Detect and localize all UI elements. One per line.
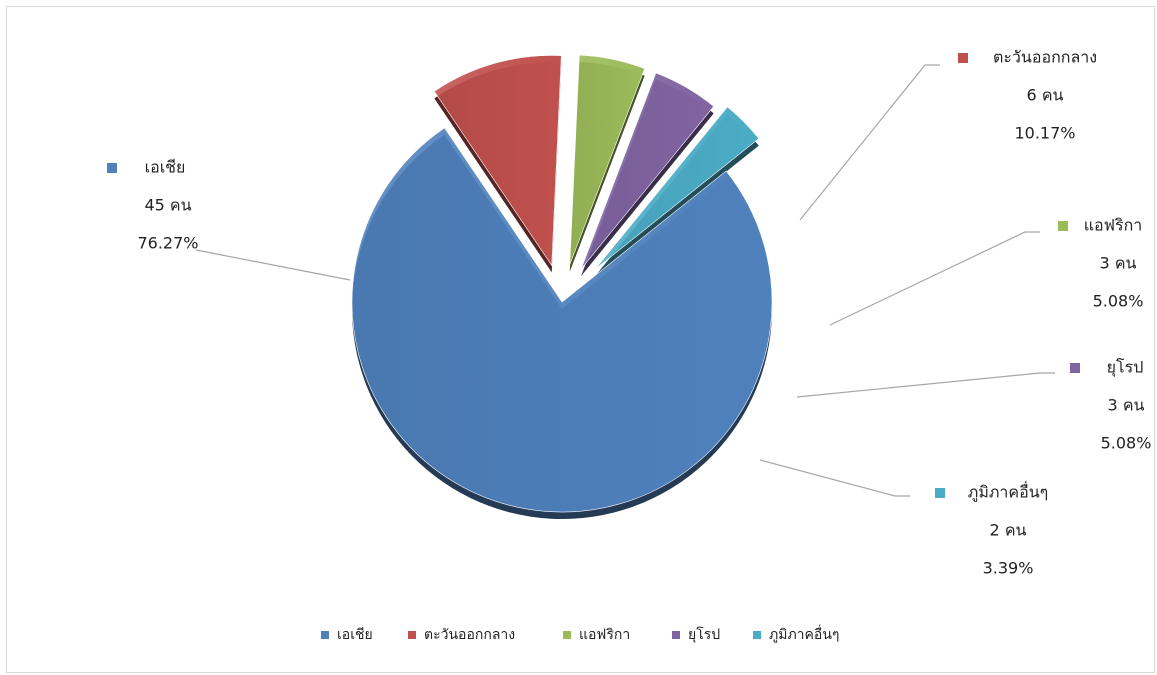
leader-line: [195, 249, 351, 281]
legend-label: ยุโรป: [688, 626, 720, 643]
label-count: 2 คน: [990, 521, 1027, 540]
pie: [351, 54, 773, 520]
label-percent: 5.08%: [1093, 292, 1144, 311]
label-marker: [935, 488, 945, 498]
leader-line: [799, 64, 940, 221]
slice: [594, 106, 760, 270]
label-marker: [107, 163, 117, 173]
legend: เอเชีย ตะวันออกกลาง แอฟริกา ยุโรป ภูมิภาคอื่…: [321, 625, 839, 643]
legend-marker: [408, 631, 416, 639]
legend-marker: [672, 631, 680, 639]
label-marker: [958, 53, 968, 63]
slice: [351, 127, 773, 513]
label-name: ภูมิภาคอื่นๆ: [968, 481, 1048, 503]
legend-label: ภูมิภาคอื่นๆ: [769, 625, 839, 643]
legend-label: แอฟริกา: [579, 627, 630, 643]
legend-marker: [321, 631, 329, 639]
leader-line: [829, 231, 1040, 326]
labels: เอเชีย 45 คน 76.27% ตะวันออกกลาง 6 คน 10.17% แ…: [107, 48, 1151, 578]
label-count: 3 คน: [1100, 254, 1137, 273]
legend-label: เอเชีย: [337, 627, 373, 643]
legend-marker: [563, 631, 571, 639]
label-percent: 76.27%: [137, 234, 198, 253]
label-name: ยุโรป: [1107, 358, 1144, 378]
slice: [580, 72, 715, 270]
leader-line: [796, 372, 1055, 398]
label-name: ตะวันออกกลาง: [993, 48, 1097, 67]
leader-line: [759, 459, 910, 497]
label-count: 3 คน: [1108, 396, 1145, 415]
label-name: เอเชีย: [145, 158, 186, 177]
label-percent: 5.08%: [1101, 434, 1152, 453]
label-marker: [1070, 363, 1080, 373]
label-percent: 10.17%: [1014, 124, 1075, 143]
legend-label: ตะวันออกกลาง: [424, 627, 515, 643]
slice: [433, 55, 562, 267]
legend-marker: [753, 631, 761, 639]
label-percent: 3.39%: [983, 559, 1034, 578]
label-name: แอฟริกา: [1084, 216, 1143, 235]
label-marker: [1058, 221, 1068, 231]
label-count: 45 คน: [144, 196, 191, 215]
slice: [569, 54, 646, 265]
label-count: 6 คน: [1027, 86, 1064, 105]
